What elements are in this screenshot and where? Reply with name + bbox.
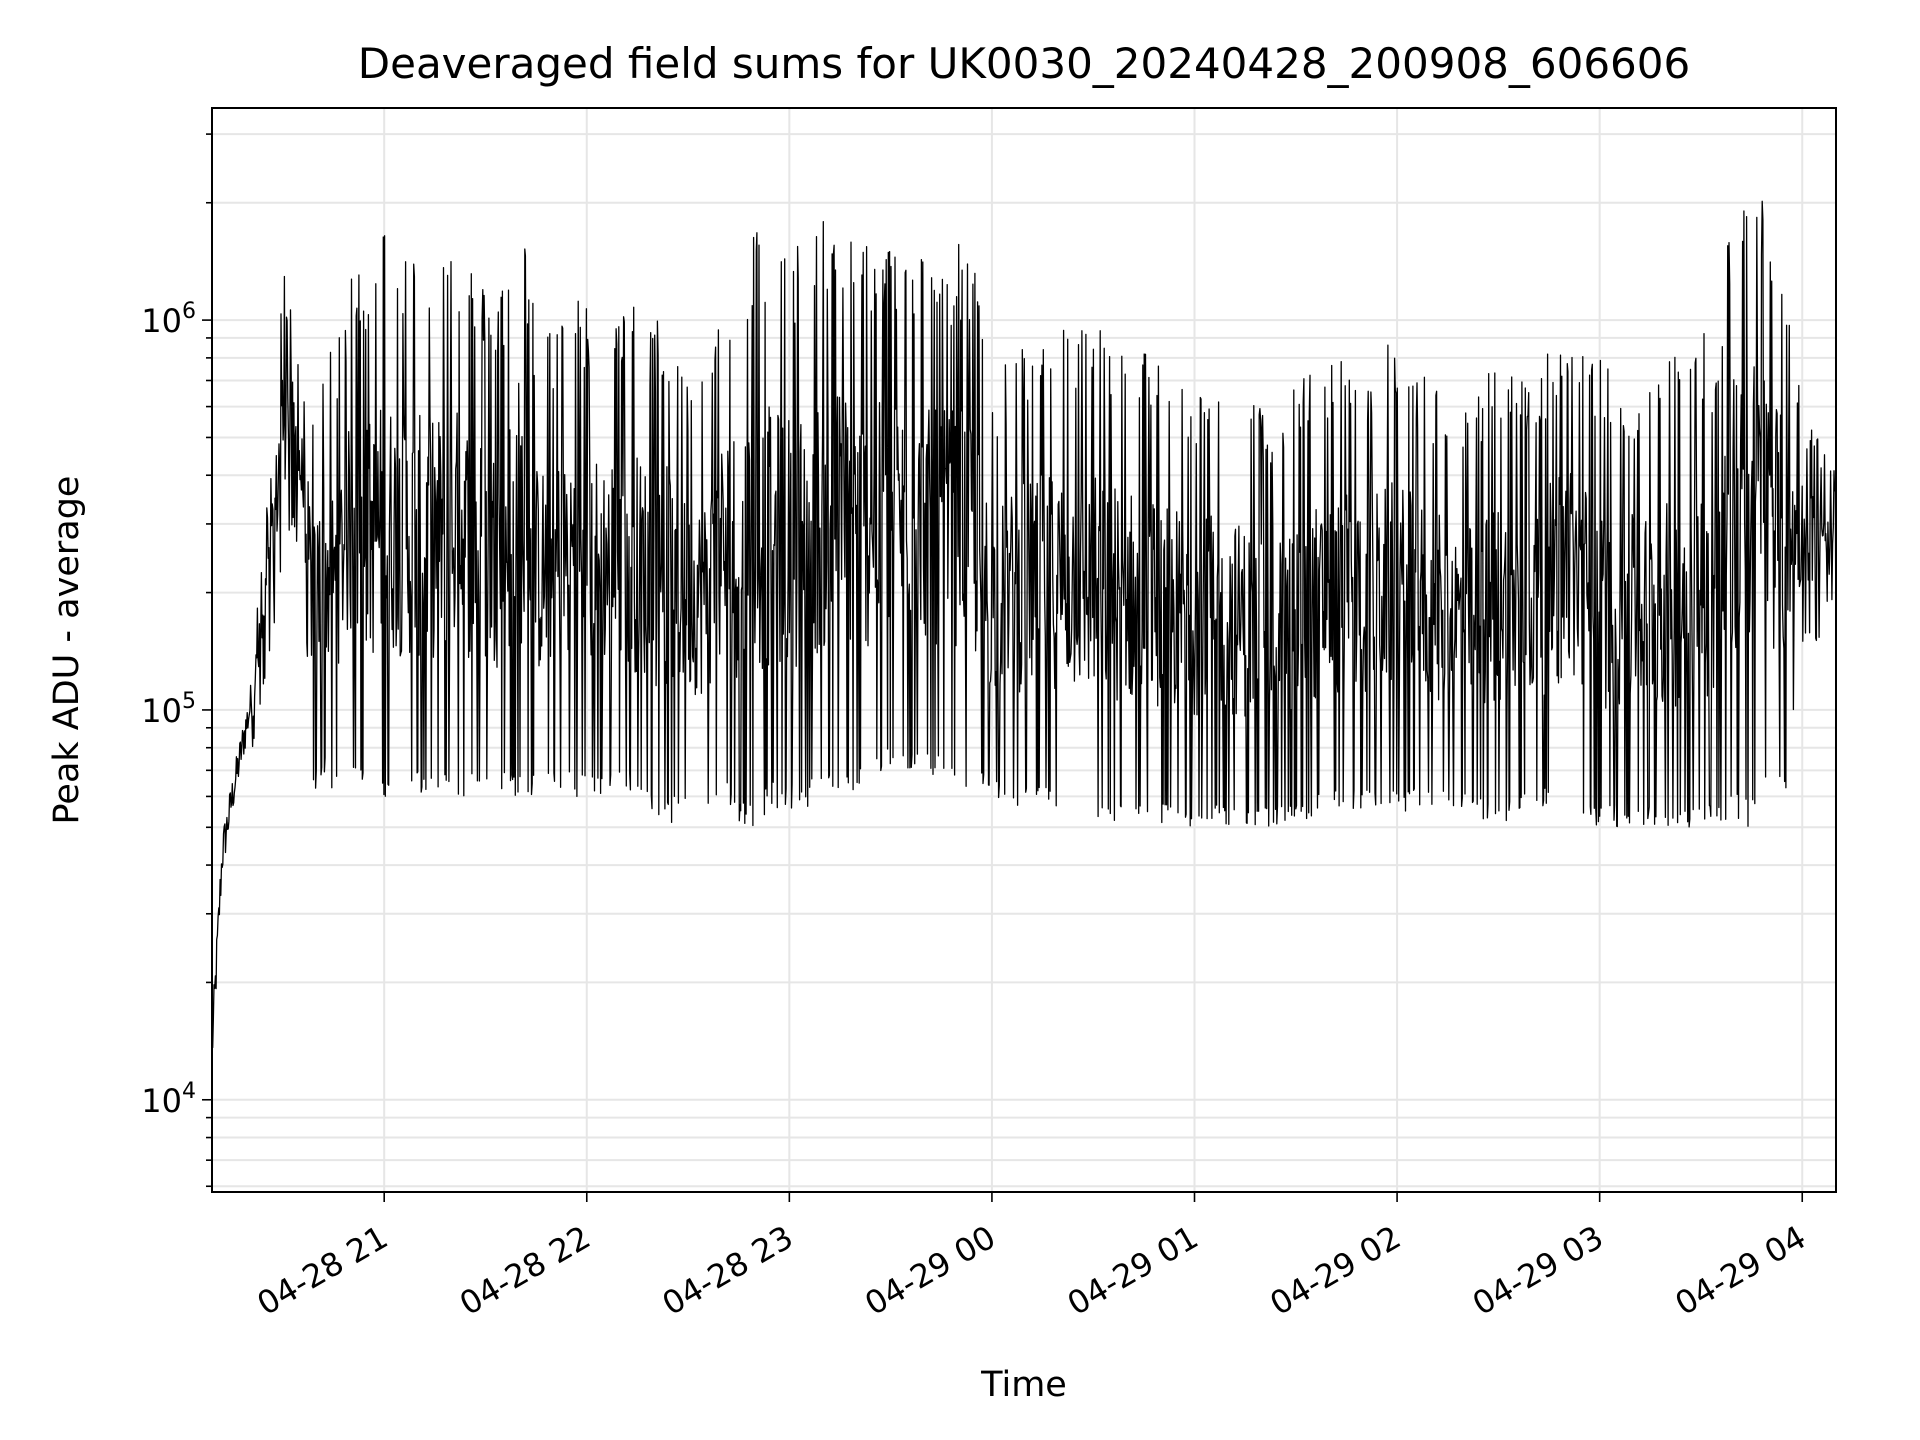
x-tick-label: 04-28 23 [656, 1218, 800, 1323]
plot-area-frame [211, 107, 1837, 1193]
y-tick-label: 104 [141, 1079, 196, 1120]
x-tick-label: 04-29 02 [1263, 1218, 1407, 1323]
x-tick-label: 04-29 03 [1466, 1218, 1610, 1323]
y-tick-exponent: 4 [182, 1079, 196, 1104]
x-tick-label: 04-29 04 [1669, 1218, 1813, 1323]
y-tick-exponent: 5 [182, 689, 196, 714]
x-tick-label: 04-29 01 [1061, 1218, 1205, 1323]
y-tick-base: 10 [141, 692, 182, 730]
x-tick-label: 04-28 21 [251, 1218, 395, 1323]
y-tick-base: 10 [141, 1082, 182, 1120]
x-tick-label: 04-29 00 [858, 1218, 1002, 1323]
y-tick-label: 106 [141, 299, 196, 340]
y-axis-label: Peak ADU - average [47, 476, 87, 825]
x-tick-label: 04-28 22 [453, 1218, 597, 1323]
chart-title: Deaveraged field sums for UK0030_2024042… [358, 39, 1690, 88]
x-axis-label: Time [980, 1365, 1067, 1405]
y-tick-exponent: 6 [182, 299, 196, 324]
grid [212, 108, 1836, 1192]
y-tick-label: 105 [141, 689, 196, 730]
series-line [211, 200, 1837, 1049]
y-tick-base: 10 [141, 302, 182, 340]
